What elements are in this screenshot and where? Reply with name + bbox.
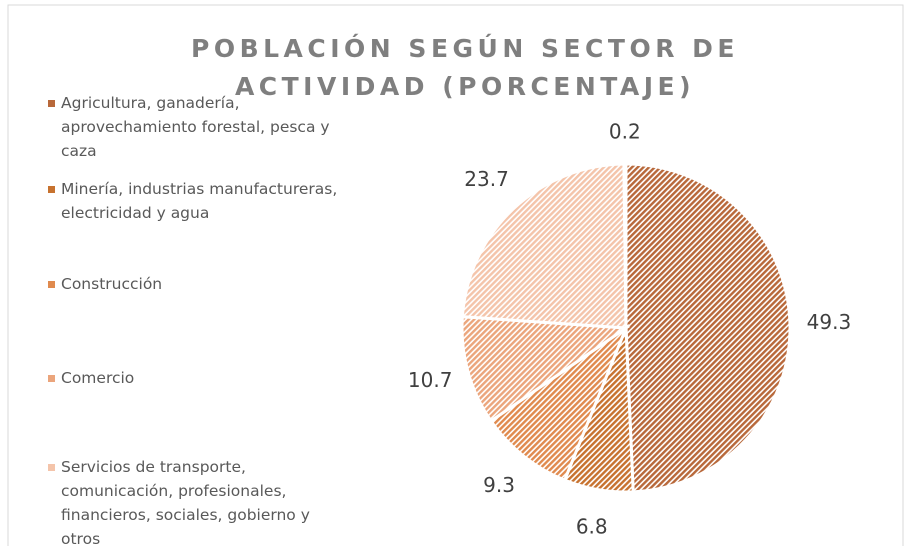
data-label: 9.3 [483,473,515,497]
legend-label: Comercio [61,369,135,387]
data-label: 0.2 [609,120,641,144]
legend-label: Servicios de transporte, comunicación, p… [61,458,310,546]
legend-item: Minería, industrias manufactureras, elec… [48,177,348,225]
legend-swatch [48,281,55,288]
legend-item: Comercio [48,366,348,390]
legend-swatch [48,375,55,382]
legend-item: Construcción [48,272,348,296]
data-label: 6.8 [576,515,608,539]
legend-item: Servicios de transporte, comunicación, p… [48,455,348,546]
legend-label: Agricultura, ganadería, aprovechamiento … [61,94,330,160]
chart-border [7,4,904,546]
pie-slice [460,315,631,424]
data-label: 10.7 [408,368,453,392]
data-label: 49.3 [807,310,852,334]
legend-label: Minería, industrias manufactureras, elec… [61,180,338,222]
chart-title: POBLACIÓN SEGÚN SECTOR DE ACTIVIDAD (POR… [191,34,739,101]
legend-swatch [48,186,55,193]
data-label: 23.7 [464,167,509,191]
pie-slice [622,162,628,329]
pie-slice [460,162,628,330]
legend-item: Agricultura, ganadería, aprovechamiento … [48,91,348,163]
legend-swatch [48,464,55,471]
pie-slice [488,323,630,483]
legend-swatch [48,100,55,107]
legend-label: Construcción [61,275,163,293]
pie-slice [624,162,792,494]
